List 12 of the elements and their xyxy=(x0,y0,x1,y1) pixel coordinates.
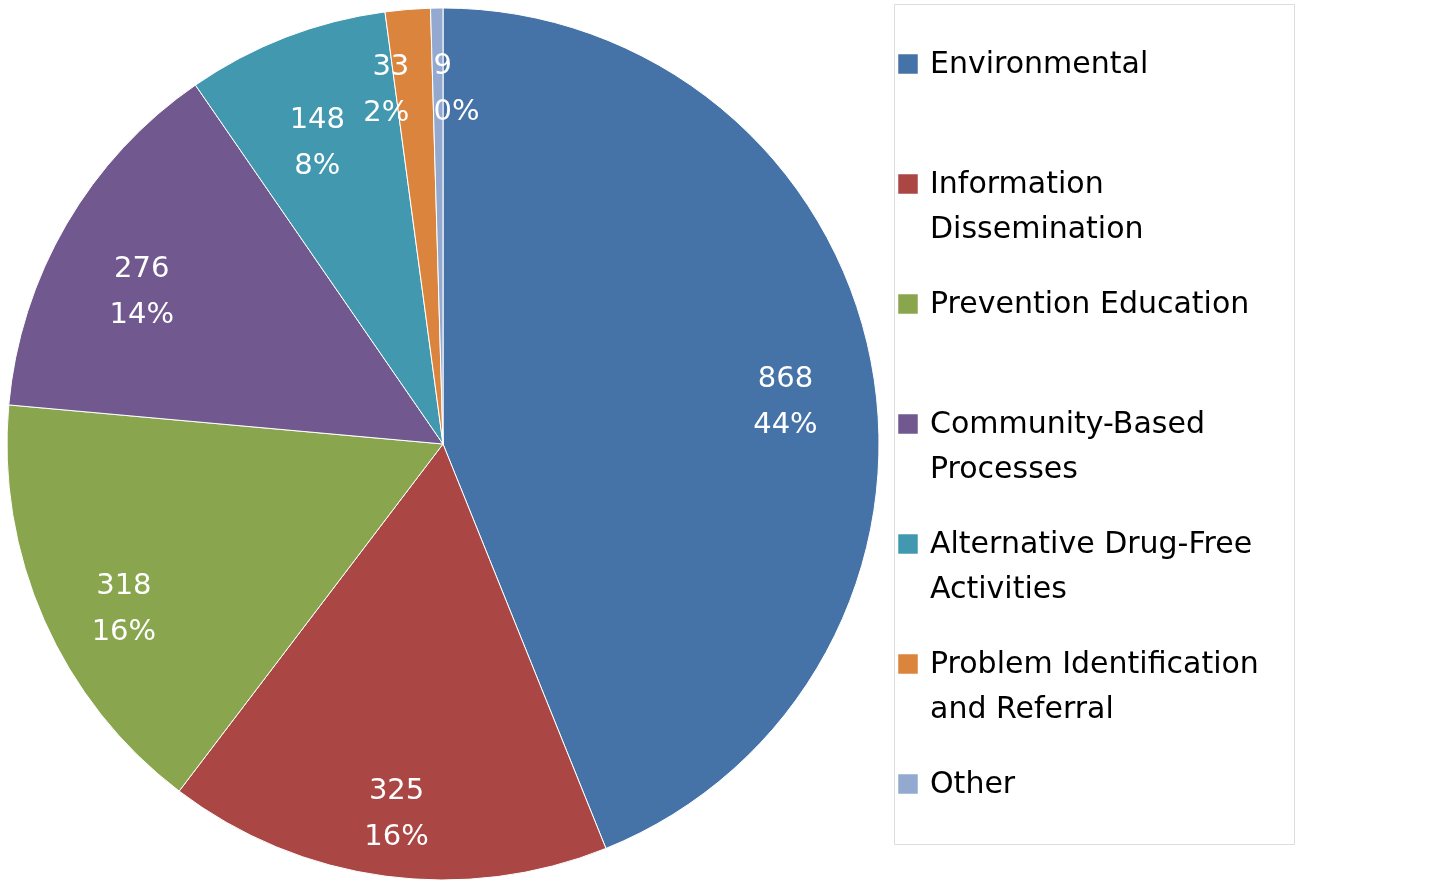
legend-label: Information Dissemination xyxy=(930,165,1144,245)
data-label: 868 44% xyxy=(753,359,818,440)
data-label: 276 14% xyxy=(109,250,174,331)
legend-label: Environmental xyxy=(930,45,1149,80)
legend-label: Other xyxy=(930,765,1016,800)
data-label: 318 16% xyxy=(91,566,157,647)
legend-label: Prevention Education xyxy=(930,285,1250,320)
legend-label: Alternative Drug-Free Activities xyxy=(930,525,1253,605)
legend-label: Community-Based Processes xyxy=(930,405,1205,485)
legend-label: Problem Identification and Referral xyxy=(930,645,1259,725)
data-label: 325 16% xyxy=(364,771,429,852)
data-label: 148 8% xyxy=(289,100,345,181)
